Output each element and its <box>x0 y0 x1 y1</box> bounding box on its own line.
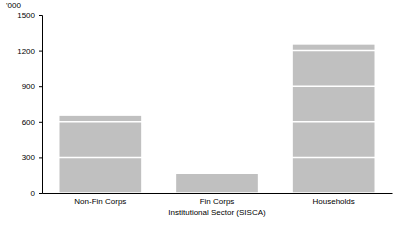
grid-line <box>42 15 392 16</box>
y-tick-label: 300 <box>22 153 36 162</box>
bar <box>60 116 142 193</box>
y-tick-label: 0 <box>31 189 36 198</box>
x-axis: Non-Fin Corps Fin Corps Households <box>43 193 393 206</box>
grid-line <box>42 157 392 159</box>
y-tick-label: 900 <box>22 82 36 91</box>
grid-line <box>42 192 392 193</box>
x-axis-line <box>43 193 393 194</box>
bars <box>60 45 375 193</box>
y-tick-label: 600 <box>22 118 36 127</box>
plot: 0 300 600 900 1200 1500 Non-Fin Corps Fin Corps… <box>17 11 392 206</box>
bar <box>176 174 258 193</box>
y-tick-label: 1200 <box>17 47 35 56</box>
y-tick: 300 <box>22 153 42 162</box>
grid-line <box>42 121 392 123</box>
y-tick: 600 <box>22 118 42 127</box>
bar <box>293 45 375 193</box>
y-tick-label: 1500 <box>17 11 35 20</box>
y-tick: 1500 <box>17 11 42 20</box>
y-tick-mark <box>39 15 42 16</box>
x-tick-label: Non-Fin Corps <box>74 197 126 206</box>
y-tick-mark <box>39 122 42 123</box>
x-tick: Households <box>313 193 355 206</box>
y-tick-mark <box>39 193 42 194</box>
y-tick: 900 <box>22 82 42 91</box>
x-tick: Fin Corps <box>200 193 235 206</box>
grid-line <box>42 85 392 87</box>
y-axis-title: '000 <box>6 1 21 10</box>
x-tick-label: Households <box>313 197 355 206</box>
y-tick-mark <box>39 157 42 158</box>
y-tick: 1200 <box>17 47 42 56</box>
y-tick-mark <box>39 51 42 52</box>
x-tick-label: Fin Corps <box>200 197 235 206</box>
chart: 0 300 600 900 1200 1500 Non-Fin Corps Fin Corps… <box>0 0 397 227</box>
y-axis-line <box>39 16 43 194</box>
grid <box>42 15 392 193</box>
y-tick-mark <box>39 86 42 87</box>
y-tick: 0 <box>31 189 42 198</box>
x-axis-title: Institutional Sector (SISCA) <box>168 208 266 217</box>
grid-line <box>42 50 392 52</box>
x-tick: Non-Fin Corps <box>74 193 126 206</box>
y-axis: 0 300 600 900 1200 1500 <box>17 11 42 198</box>
